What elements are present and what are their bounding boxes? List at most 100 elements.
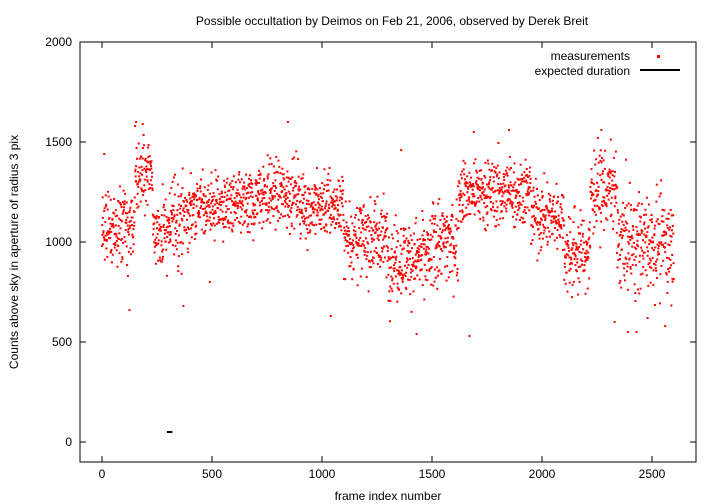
measurement-point xyxy=(327,172,330,175)
measurement-point xyxy=(654,267,657,270)
measurement-point xyxy=(126,274,129,277)
measurement-point xyxy=(348,265,351,268)
measurement-point xyxy=(465,213,468,216)
measurement-point xyxy=(561,236,564,239)
measurement-point xyxy=(232,201,235,204)
measurement-point xyxy=(420,254,422,257)
measurement-point xyxy=(355,240,358,243)
measurement-point xyxy=(176,209,179,212)
measurement-point xyxy=(519,178,522,181)
measurement-point xyxy=(280,203,283,206)
measurement-point xyxy=(586,258,589,261)
measurement-point xyxy=(222,226,225,229)
measurement-point xyxy=(278,194,281,197)
measurement-point xyxy=(163,229,166,232)
measurement-point xyxy=(463,173,466,176)
measurement-point xyxy=(281,190,284,193)
measurement-point xyxy=(515,191,518,194)
measurement-point xyxy=(389,266,392,269)
measurement-point xyxy=(518,183,521,186)
measurement-point xyxy=(479,194,482,197)
measurement-point xyxy=(430,266,433,269)
measurement-point xyxy=(258,177,261,180)
measurement-point xyxy=(306,228,309,231)
measurement-point xyxy=(514,181,517,184)
measurement-point xyxy=(535,221,538,224)
measurement-point xyxy=(111,253,114,256)
measurement-point xyxy=(359,212,362,215)
measurement-point xyxy=(131,199,134,202)
measurement-point xyxy=(663,230,666,233)
measurement-point xyxy=(377,234,380,237)
measurement-point xyxy=(305,224,308,227)
measurement-point xyxy=(560,208,563,211)
measurement-point xyxy=(203,232,206,235)
measurement-point xyxy=(319,195,322,198)
measurement-point xyxy=(239,196,242,199)
measurement-point xyxy=(429,267,432,270)
measurement-point xyxy=(312,206,315,209)
measurement-point xyxy=(606,218,609,221)
measurement-point xyxy=(313,208,316,211)
measurement-point xyxy=(581,263,584,266)
measurement-point xyxy=(212,192,215,195)
measurement-point xyxy=(364,246,367,249)
measurement-point xyxy=(284,214,287,217)
measurement-point xyxy=(578,250,581,253)
measurement-point xyxy=(563,278,566,281)
measurement-point xyxy=(514,205,517,208)
measurement-point xyxy=(415,333,418,335)
measurement-point xyxy=(414,267,417,270)
measurement-point xyxy=(523,176,526,179)
measurement-point xyxy=(105,203,108,206)
measurement-point xyxy=(383,215,386,218)
measurement-point xyxy=(535,187,538,190)
measurement-point xyxy=(617,245,620,248)
measurement-point xyxy=(647,250,650,253)
measurement-point xyxy=(403,241,406,244)
measurement-point xyxy=(564,256,567,259)
measurement-point xyxy=(652,284,655,287)
measurement-point xyxy=(630,208,633,211)
measurement-point xyxy=(406,266,409,269)
measurement-point xyxy=(361,243,364,246)
measurement-point xyxy=(206,189,209,192)
measurement-point xyxy=(135,180,138,183)
measurement-point xyxy=(508,129,510,131)
measurement-point xyxy=(376,229,379,232)
measurement-point xyxy=(410,239,413,242)
measurement-point xyxy=(618,218,621,221)
measurement-point xyxy=(636,239,639,242)
measurement-point xyxy=(119,219,122,222)
measurement-point xyxy=(333,218,336,221)
measurement-point xyxy=(431,201,434,204)
measurement-point xyxy=(233,211,236,214)
measurement-point xyxy=(152,214,155,217)
measurement-point xyxy=(199,187,202,190)
measurement-point xyxy=(132,250,135,253)
measurement-point xyxy=(619,279,622,282)
measurement-point xyxy=(423,263,426,266)
measurement-point xyxy=(557,223,560,226)
measurement-point xyxy=(292,186,295,189)
measurement-point xyxy=(376,251,378,254)
measurement-point xyxy=(391,279,394,282)
measurement-point xyxy=(167,241,170,244)
measurement-point xyxy=(205,212,208,215)
measurement-point xyxy=(104,221,107,224)
measurement-point xyxy=(493,170,496,173)
measurement-point xyxy=(307,203,310,206)
measurement-point xyxy=(151,213,154,216)
measurement-point xyxy=(626,331,629,333)
measurement-point xyxy=(115,235,118,238)
measurement-point xyxy=(509,202,512,205)
measurement-point xyxy=(510,184,513,187)
measurement-point xyxy=(455,274,458,277)
measurement-point xyxy=(639,233,642,236)
measurement-point xyxy=(196,187,199,190)
measurement-point xyxy=(222,222,224,225)
measurement-point xyxy=(258,221,261,224)
measurement-point xyxy=(487,162,490,165)
measurement-point xyxy=(197,215,200,218)
measurement-point xyxy=(191,200,194,203)
